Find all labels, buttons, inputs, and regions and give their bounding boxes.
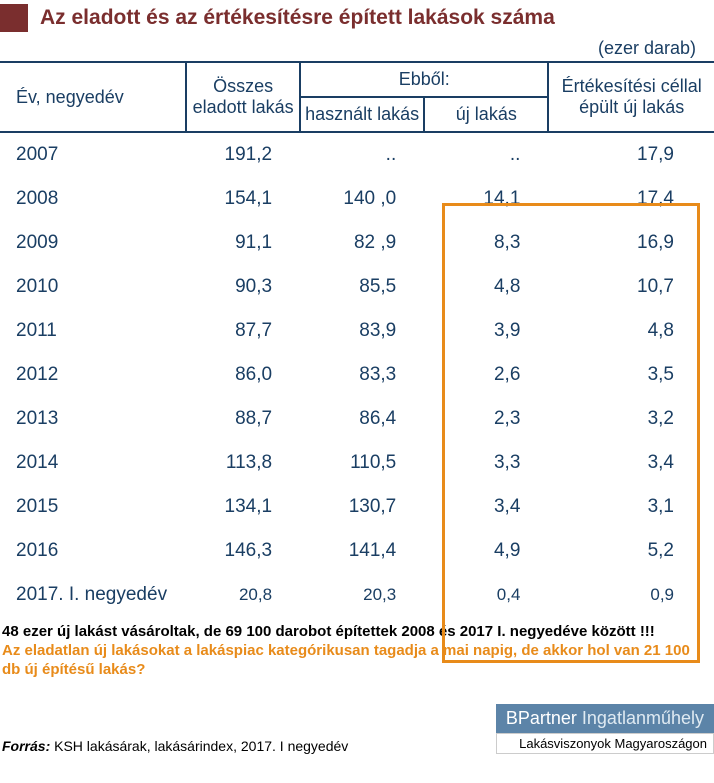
table-row: 2007191,2....17,9 (0, 132, 714, 177)
header-ebbol: Ebből: (300, 62, 548, 97)
cell-total: 146,3 (186, 529, 300, 573)
title-row: Az eladott és az értékesítésre épített l… (0, 0, 714, 32)
table-body: 2007191,2....17,92008154,1140 ,014,117,4… (0, 132, 714, 617)
cell-built: 4,8 (548, 309, 714, 353)
cell-year: 2016 (0, 529, 186, 573)
cell-used: 20,3 (300, 573, 424, 617)
cell-new: 8,3 (424, 221, 548, 265)
table-row: 2008154,1140 ,014,117,4 (0, 177, 714, 221)
table-row: 201187,783,93,94,8 (0, 309, 714, 353)
table-row: 2014113,8110,53,33,4 (0, 441, 714, 485)
cell-year: 2013 (0, 397, 186, 441)
cell-used: 85,5 (300, 265, 424, 309)
brand-secondary: Lakásviszonyok Magyaroszágon (496, 733, 714, 754)
cell-total: 90,3 (186, 265, 300, 309)
cell-built: 3,5 (548, 353, 714, 397)
unit-label: (ezer darab) (0, 32, 714, 61)
cell-new: .. (424, 132, 548, 177)
table-row: 2016146,3141,44,95,2 (0, 529, 714, 573)
cell-total: 113,8 (186, 441, 300, 485)
header-new: új lakás (424, 97, 548, 132)
table-row: 201388,786,42,33,2 (0, 397, 714, 441)
footer-note-2: Az eladatlan új lakásokat a lakáspiac ka… (0, 642, 714, 698)
header-year: Év, negyedév (0, 62, 186, 132)
cell-built: 3,2 (548, 397, 714, 441)
cell-built: 17,9 (548, 132, 714, 177)
source-label: Forrás: (2, 738, 50, 754)
header-built: Értékesítési céllal épült új lakás (548, 62, 714, 132)
cell-built: 3,4 (548, 441, 714, 485)
cell-used: 83,9 (300, 309, 424, 353)
cell-total: 134,1 (186, 485, 300, 529)
page-container: Az eladott és az értékesítésre épített l… (0, 0, 714, 754)
cell-new: 2,3 (424, 397, 548, 441)
cell-year: 2010 (0, 265, 186, 309)
cell-total: 191,2 (186, 132, 300, 177)
cell-year: 2008 (0, 177, 186, 221)
table-row: 201286,083,32,63,5 (0, 353, 714, 397)
title-square-icon (0, 4, 28, 32)
table-row: 200991,182 ,98,316,9 (0, 221, 714, 265)
header-total: Összes eladott lakás (186, 62, 300, 132)
cell-year: 2009 (0, 221, 186, 265)
cell-used: 141,4 (300, 529, 424, 573)
cell-year: 2011 (0, 309, 186, 353)
cell-used: 83,3 (300, 353, 424, 397)
footer-note-1: 48 ezer új lakást vásároltak, de 69 100 … (0, 617, 714, 642)
cell-used: .. (300, 132, 424, 177)
cell-built: 0,9 (548, 573, 714, 617)
cell-total: 91,1 (186, 221, 300, 265)
cell-built: 17,4 (548, 177, 714, 221)
cell-used: 140 ,0 (300, 177, 424, 221)
cell-total: 154,1 (186, 177, 300, 221)
cell-new: 2,6 (424, 353, 548, 397)
table-row: 2017. I. negyedév20,820,30,40,9 (0, 573, 714, 617)
cell-used: 130,7 (300, 485, 424, 529)
cell-year: 2017. I. negyedév (0, 573, 186, 617)
brand-primary: BPartner Ingatlanműhely (496, 704, 714, 733)
bottom-row: Forrás: KSH lakásárak, lakásárindex, 201… (0, 698, 714, 754)
cell-total: 88,7 (186, 397, 300, 441)
cell-new: 3,3 (424, 441, 548, 485)
source-line: Forrás: KSH lakásárak, lakásárindex, 201… (2, 738, 348, 754)
cell-new: 0,4 (424, 573, 548, 617)
cell-total: 20,8 (186, 573, 300, 617)
cell-built: 10,7 (548, 265, 714, 309)
brand-primary-a: BPartner (506, 708, 582, 728)
cell-year: 2007 (0, 132, 186, 177)
cell-new: 3,4 (424, 485, 548, 529)
source-text: KSH lakásárak, lakásárindex, 2017. I neg… (50, 738, 348, 754)
cell-used: 110,5 (300, 441, 424, 485)
cell-year: 2012 (0, 353, 186, 397)
cell-total: 87,7 (186, 309, 300, 353)
cell-new: 14,1 (424, 177, 548, 221)
cell-used: 86,4 (300, 397, 424, 441)
cell-year: 2014 (0, 441, 186, 485)
cell-new: 4,8 (424, 265, 548, 309)
page-title: Az eladott és az értékesítésre épített l… (40, 6, 555, 30)
cell-built: 16,9 (548, 221, 714, 265)
cell-built: 3,1 (548, 485, 714, 529)
cell-year: 2015 (0, 485, 186, 529)
cell-built: 5,2 (548, 529, 714, 573)
cell-used: 82 ,9 (300, 221, 424, 265)
cell-new: 3,9 (424, 309, 548, 353)
table-row: 201090,385,54,810,7 (0, 265, 714, 309)
cell-new: 4,9 (424, 529, 548, 573)
data-table: Év, negyedév Összes eladott lakás Ebből:… (0, 61, 714, 617)
brand-primary-b: Ingatlanműhely (582, 708, 704, 728)
table-wrapper: Év, negyedév Összes eladott lakás Ebből:… (0, 61, 714, 617)
header-used: használt lakás (300, 97, 424, 132)
cell-total: 86,0 (186, 353, 300, 397)
brand-box: BPartner Ingatlanműhely Lakásviszonyok M… (496, 704, 714, 754)
table-row: 2015134,1130,73,43,1 (0, 485, 714, 529)
